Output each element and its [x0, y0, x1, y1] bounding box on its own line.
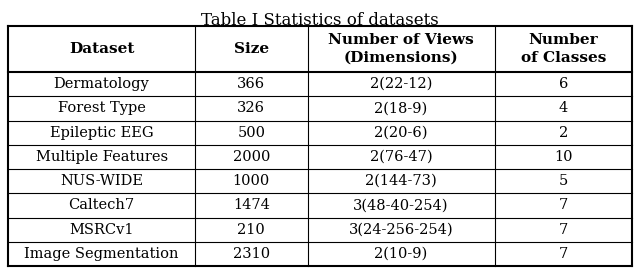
Text: Dermatology: Dermatology — [54, 77, 150, 91]
Text: 500: 500 — [237, 125, 266, 140]
Text: Number
of Classes: Number of Classes — [521, 33, 606, 65]
Text: 3(24-256-254): 3(24-256-254) — [349, 222, 453, 237]
Text: Size: Size — [234, 42, 269, 56]
Text: 6: 6 — [559, 77, 568, 91]
Text: 2(18-9): 2(18-9) — [374, 101, 428, 115]
Text: 10: 10 — [554, 150, 573, 164]
Text: 366: 366 — [237, 77, 266, 91]
Text: 2(20-6): 2(20-6) — [374, 125, 428, 140]
Text: MSRCv1: MSRCv1 — [69, 222, 134, 237]
Text: Epileptic EEG: Epileptic EEG — [50, 125, 154, 140]
Text: 1000: 1000 — [233, 174, 270, 188]
Text: Forest Type: Forest Type — [58, 101, 145, 115]
Text: 2: 2 — [559, 125, 568, 140]
Text: Number of Views
(Dimensions): Number of Views (Dimensions) — [328, 33, 474, 65]
Text: 2(144-73): 2(144-73) — [365, 174, 437, 188]
Text: Dataset: Dataset — [69, 42, 134, 56]
Text: 7: 7 — [559, 247, 568, 261]
Text: 3(48-40-254): 3(48-40-254) — [353, 198, 449, 212]
Text: 2310: 2310 — [233, 247, 270, 261]
Text: Multiple Features: Multiple Features — [36, 150, 168, 164]
Text: Image Segmentation: Image Segmentation — [24, 247, 179, 261]
Text: Table I Statistics of datasets: Table I Statistics of datasets — [201, 12, 439, 29]
Text: 2(10-9): 2(10-9) — [374, 247, 428, 261]
Text: 2(76-47): 2(76-47) — [370, 150, 433, 164]
Text: 7: 7 — [559, 198, 568, 212]
Text: 326: 326 — [237, 101, 266, 115]
Text: 1474: 1474 — [233, 198, 270, 212]
Text: 210: 210 — [237, 222, 265, 237]
Text: 2(22-12): 2(22-12) — [370, 77, 432, 91]
Text: 5: 5 — [559, 174, 568, 188]
Text: 2000: 2000 — [233, 150, 270, 164]
Text: 7: 7 — [559, 222, 568, 237]
Text: Caltech7: Caltech7 — [68, 198, 134, 212]
Text: 4: 4 — [559, 101, 568, 115]
Text: NUS-WIDE: NUS-WIDE — [60, 174, 143, 188]
